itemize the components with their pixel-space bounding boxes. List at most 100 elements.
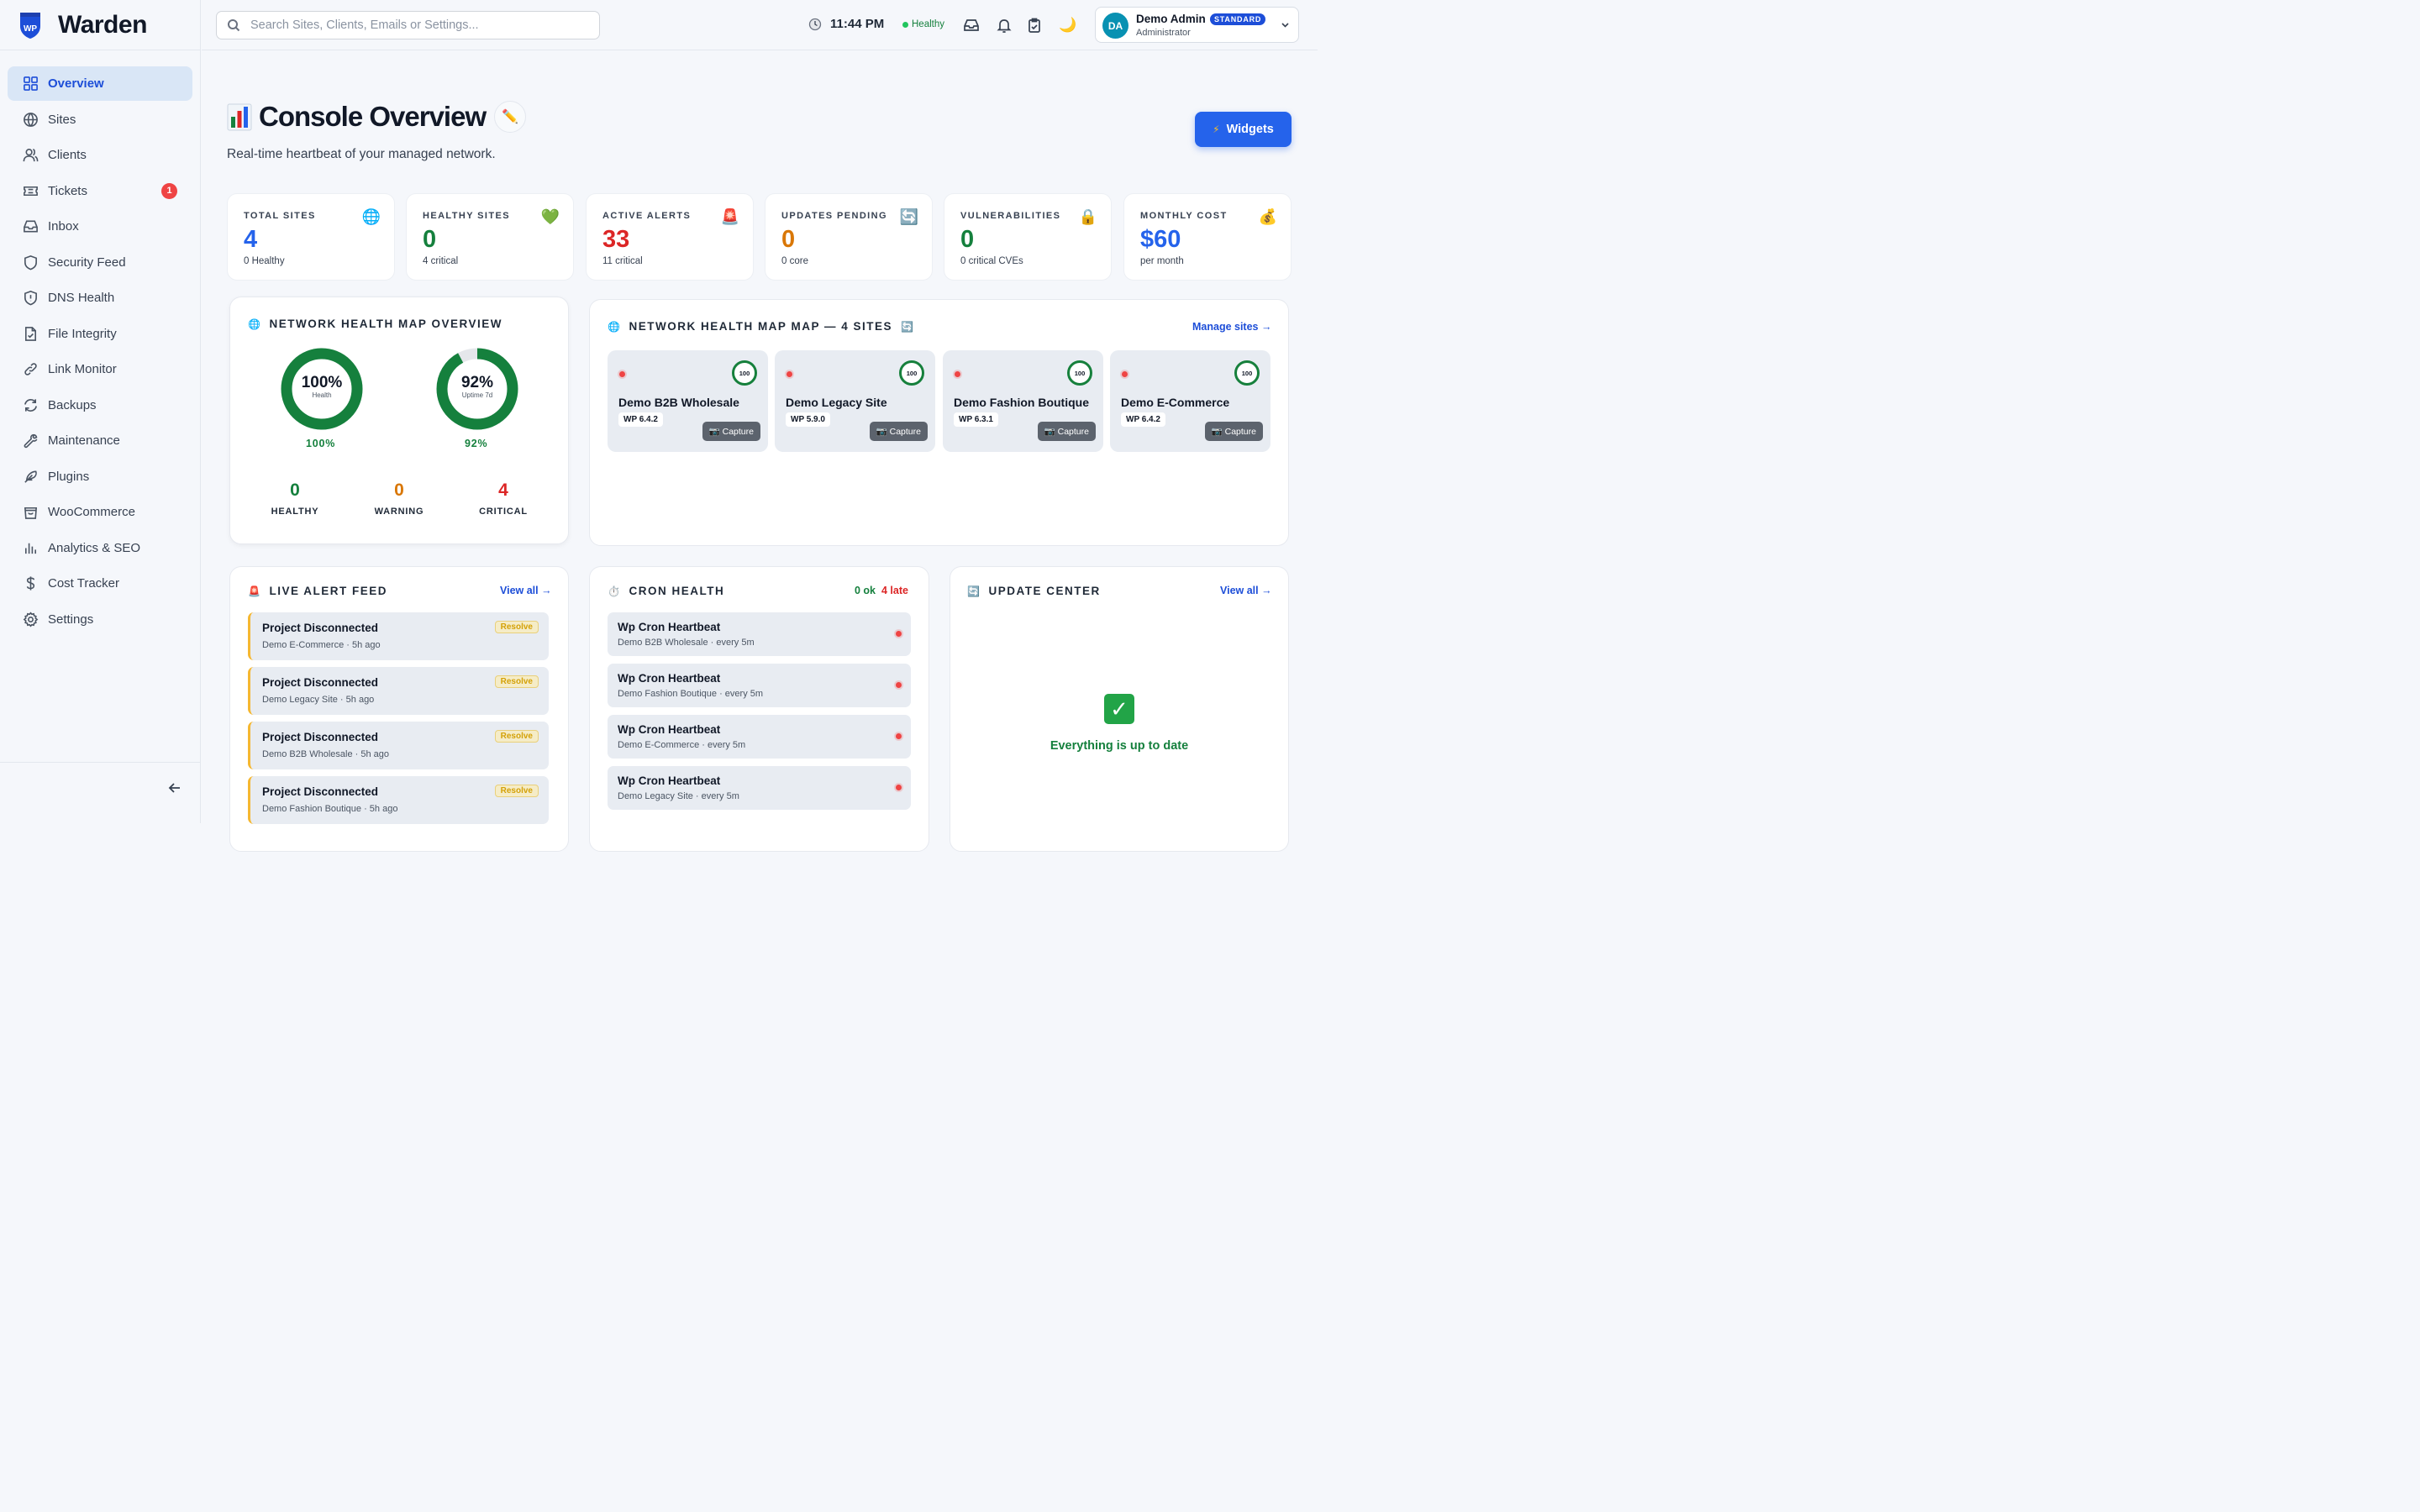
search-input[interactable] — [250, 18, 587, 32]
wrench-icon — [22, 433, 39, 449]
cron-item[interactable]: Wp Cron Heartbeat Demo E-Commerce · ever… — [608, 715, 911, 759]
sidebar-item-security-feed[interactable]: Security Feed — [8, 245, 192, 280]
bell-icon[interactable] — [996, 17, 1013, 34]
stat-card-total-sites[interactable]: TOTAL SITES 4 0 Healthy 🌐 — [227, 193, 395, 281]
page-title: Console Overview — [259, 101, 487, 132]
stat-card-active-alerts[interactable]: ACTIVE ALERTS 33 11 critical 🚨 — [586, 193, 754, 281]
sidebar-item-overview[interactable]: Overview — [8, 66, 192, 101]
capture-button[interactable]: 📷 Capture — [1037, 422, 1096, 441]
user-name: Demo Admin — [1136, 13, 1206, 25]
sidebar-item-label: Clients — [48, 148, 87, 162]
resolve-button[interactable]: Resolve — [494, 730, 539, 743]
alert-item[interactable]: Project Disconnected Demo E-Commerce · 5… — [248, 612, 549, 660]
status-dot — [902, 21, 908, 28]
clipboard-check-icon[interactable] — [1026, 17, 1043, 34]
alert-title: Project Disconnected — [262, 622, 379, 634]
sidebar-item-maintenance[interactable]: Maintenance — [8, 423, 192, 458]
sidebar-item-cost-tracker[interactable]: Cost Tracker — [8, 566, 192, 601]
updates-view-all-link[interactable]: View all → — [1220, 585, 1272, 596]
stat-label: MONTHLY COST — [1140, 211, 1228, 221]
cron-title: Wp Cron Heartbeat — [618, 672, 721, 685]
stat-label: HEALTHY SITES — [423, 211, 510, 221]
status-dot — [896, 631, 902, 637]
cron-title: Wp Cron Heartbeat — [618, 621, 721, 633]
wp-version-badge: WP 6.4.2 — [1121, 412, 1165, 427]
stat-card-monthly-cost[interactable]: MONTHLY COST $60 per month 💰 — [1123, 193, 1292, 281]
collapse-arrow-icon[interactable] — [167, 780, 182, 795]
sidebar-item-plugins[interactable]: Plugins — [8, 459, 192, 494]
site-tile[interactable]: 100 Demo E-Commerce WP 6.4.2 📷 Capture — [1110, 350, 1270, 452]
resolve-button[interactable]: Resolve — [494, 621, 539, 633]
site-name: Demo Fashion Boutique — [954, 396, 1089, 409]
capture-button[interactable]: 📷 Capture — [702, 422, 760, 441]
site-name: Demo B2B Wholesale — [618, 396, 739, 409]
sidebar-item-clients[interactable]: Clients — [8, 138, 192, 172]
page-header: Console Overview ✏️ — [227, 101, 527, 133]
clock: 11:44 PM — [808, 17, 884, 31]
sidebar-item-dns-health[interactable]: DNS Health — [8, 281, 192, 315]
widgets-button[interactable]: ⚡ Widgets — [1195, 112, 1292, 147]
wp-version-badge: WP 6.4.2 — [618, 412, 663, 427]
card-title-text: CRON HEALTH — [629, 585, 725, 597]
stopwatch-icon: ⏱️ — [608, 585, 622, 597]
stat-value: 0 — [960, 226, 975, 253]
site-tile[interactable]: 100 Demo Legacy Site WP 5.9.0 📷 Capture — [775, 350, 935, 452]
alert-item[interactable]: Project Disconnected Demo B2B Wholesale … — [248, 722, 549, 769]
sidebar-item-settings[interactable]: Settings — [8, 602, 192, 637]
health-overview-card — [229, 297, 569, 544]
sidebar-item-woocommerce[interactable]: WooCommerce — [8, 495, 192, 529]
uptime-percent: 92% — [460, 374, 494, 391]
site-tile[interactable]: 100 Demo B2B Wholesale WP 6.4.2 📷 Captur… — [608, 350, 768, 452]
sidebar-item-inbox[interactable]: Inbox — [8, 209, 192, 244]
cron-item[interactable]: Wp Cron Heartbeat Demo Legacy Site · eve… — [608, 766, 911, 810]
alerts-view-all-link[interactable]: View all → — [500, 585, 552, 596]
cron-item[interactable]: Wp Cron Heartbeat Demo Fashion Boutique … — [608, 664, 911, 707]
resolve-button[interactable]: Resolve — [494, 785, 539, 797]
card-title-text: LIVE ALERT FEED — [269, 585, 387, 597]
inbox-icon[interactable] — [963, 17, 980, 34]
siren-icon: 🚨 — [248, 585, 262, 597]
cron-ok-count: 0 ok — [855, 585, 876, 596]
stat-label: ACTIVE ALERTS — [602, 211, 692, 221]
widgets-button-label: Widgets — [1226, 123, 1274, 136]
inbox-icon — [22, 218, 39, 235]
capture-button[interactable]: 📷 Capture — [869, 422, 928, 441]
health-score-badge: 100 — [732, 360, 757, 386]
manage-sites-link[interactable]: Manage sites → — [1192, 321, 1272, 333]
sidebar-item-sites[interactable]: Sites — [8, 102, 192, 137]
sidebar-item-analytics-seo[interactable]: Analytics & SEO — [8, 531, 192, 565]
refresh-icon[interactable]: 🔄 — [900, 320, 915, 333]
shield-icon — [22, 254, 39, 270]
moon-icon[interactable]: 🌙 — [1059, 17, 1077, 33]
user-menu[interactable]: DA Demo Admin STANDARD Administrator — [1095, 7, 1299, 43]
stat-card-updates-pending[interactable]: UPDATES PENDING 0 0 core 🔄 — [765, 193, 933, 281]
stat-card-vulnerabilities[interactable]: VULNERABILITIES 0 0 critical CVEs 🔒 — [944, 193, 1112, 281]
sidebar-item-backups[interactable]: Backups — [8, 388, 192, 423]
sidebar-item-label: Settings — [48, 612, 94, 627]
cron-meta: Demo B2B Wholesale · every 5m — [618, 638, 755, 648]
search-box[interactable] — [216, 11, 600, 39]
shield-logo-icon: WP — [20, 12, 40, 39]
site-tile[interactable]: 100 Demo Fashion Boutique WP 6.3.1 📷 Cap… — [943, 350, 1103, 452]
stat-value: 33 — [602, 226, 630, 253]
sidebar-item-label: WooCommerce — [48, 505, 135, 519]
edit-title-button[interactable]: ✏️ — [494, 101, 527, 133]
brand[interactable]: WP Warden — [0, 0, 200, 50]
sidebar-item-label: Maintenance — [48, 433, 120, 448]
stat-sub: 0 Healthy — [244, 256, 285, 266]
capture-button[interactable]: 📷 Capture — [1204, 422, 1263, 441]
stat-card-healthy-sites[interactable]: HEALTHY SITES 0 4 critical 💚 — [406, 193, 574, 281]
clock-icon — [808, 18, 822, 30]
sidebar-item-file-integrity[interactable]: File Integrity — [8, 317, 192, 351]
check-mark-icon: ✓ — [1104, 694, 1134, 724]
sidebar-item-label: Cost Tracker — [48, 576, 120, 591]
sidebar-item-tickets[interactable]: Tickets 1 — [8, 174, 192, 208]
health-score-badge: 100 — [1234, 360, 1260, 386]
sidebar-item-label: File Integrity — [48, 326, 117, 341]
sidebar-item-link-monitor[interactable]: Link Monitor — [8, 352, 192, 386]
resolve-button[interactable]: Resolve — [494, 675, 539, 688]
bag-icon — [22, 504, 39, 521]
alert-item[interactable]: Project Disconnected Demo Fashion Boutiq… — [248, 776, 549, 824]
cron-item[interactable]: Wp Cron Heartbeat Demo B2B Wholesale · e… — [608, 612, 911, 656]
alert-item[interactable]: Project Disconnected Demo Legacy Site · … — [248, 667, 549, 715]
